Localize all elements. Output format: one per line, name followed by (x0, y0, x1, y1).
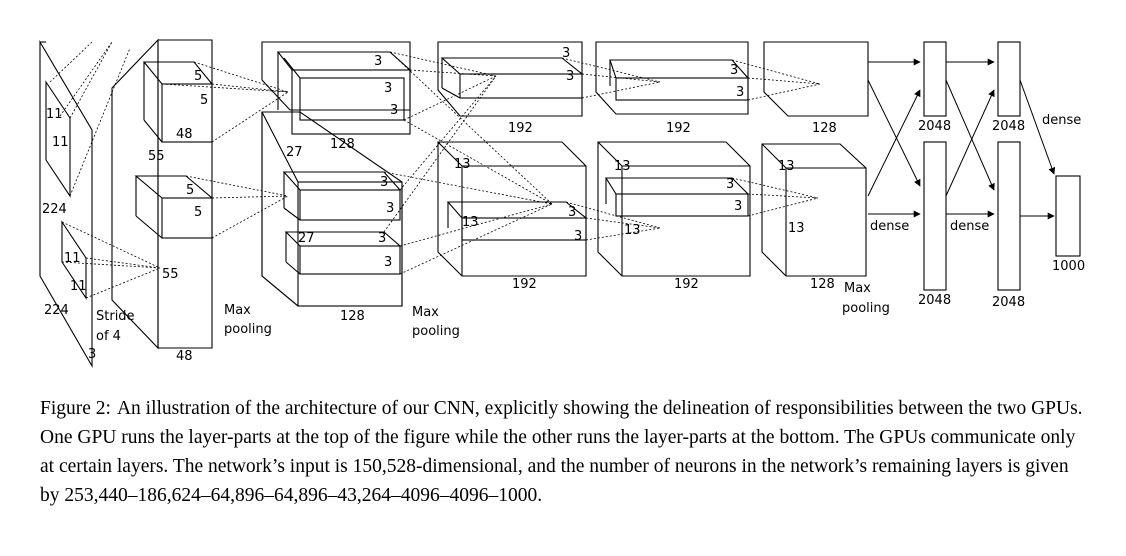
input-kernel-bot-a: 11 (64, 251, 81, 266)
conv3-bot-depth: 192 (512, 277, 537, 292)
conv2-top-kernel-a: 3 (374, 54, 382, 69)
conv3-bot-size-b: 13 (462, 215, 479, 230)
fc1-top-size: 2048 (918, 119, 951, 134)
conv2-bot-depth: 128 (340, 309, 365, 324)
conv4-top-kernel-a: 3 (730, 63, 738, 78)
conv5-bot-depth: 128 (810, 277, 835, 292)
input-size-a: 224 (42, 202, 67, 217)
conv4-bot-size-a: 13 (614, 159, 631, 174)
output-size: 1000 (1052, 259, 1085, 274)
conv5-bottom-block (761, 143, 867, 277)
conv5-top-block (763, 41, 869, 117)
conv1-top-size: 55 (148, 149, 165, 164)
conv2-top-block (261, 41, 412, 135)
conv2-top-size: 27 (286, 145, 303, 160)
stride-label-a: Stride (96, 309, 135, 324)
conv2-top-kernel-c: 3 (390, 103, 398, 118)
pool2-label-b: pooling (412, 324, 460, 339)
conv2-bot-size: 27 (298, 231, 315, 246)
conv3-bot-kernel-b: 3 (574, 229, 582, 244)
conv5-bot-size-a: 13 (778, 159, 795, 174)
conv3-top-kernel-b: 3 (566, 69, 574, 84)
caption-label: Figure 2: (40, 398, 111, 419)
conv5-bot-size-b: 13 (788, 221, 805, 236)
fc2-top-size: 2048 (992, 119, 1025, 134)
dense-label-a: dense (870, 219, 909, 234)
stride-label-b: of 4 (96, 329, 121, 344)
conv1-top-kernel-a: 5 (194, 69, 202, 84)
conv2-bot-kernel-a: 3 (380, 175, 388, 190)
conv1-bot-depth: 48 (176, 349, 193, 364)
conv3-top-block (437, 41, 584, 117)
dense-label-top: dense (1042, 113, 1081, 128)
conv4-bot-size-b: 13 (624, 223, 641, 238)
fc1-bot-size: 2048 (918, 293, 951, 308)
input-kernel-top-b: 11 (52, 135, 69, 150)
input-kernel-bot-b: 11 (70, 279, 87, 294)
figure-caption: Figure 2: An illustration of the architec… (40, 394, 1090, 510)
pool1-label-a: Max (224, 303, 251, 318)
conv2-bot-kernel-d: 3 (384, 255, 392, 270)
input-depth: 3 (88, 347, 96, 362)
pool1-label-b: pooling (224, 322, 272, 337)
conv3-top-depth: 192 (508, 121, 533, 136)
cnn-architecture-figure: 11 11 224 11 11 224 Stride of 4 3 5 5 48… (39, 38, 1085, 369)
conv1-bot-kernel-b: 5 (194, 205, 202, 220)
conv1-block (111, 38, 214, 350)
conv4-top-depth: 192 (666, 121, 691, 136)
conv3-bot-kernel-a: 3 (568, 205, 576, 220)
conv3-bot-size-a: 13 (454, 157, 471, 172)
conv2-top-depth: 128 (330, 137, 355, 152)
conv2-top-kernel-b: 3 (384, 81, 392, 96)
fc2-bot-size: 2048 (992, 295, 1025, 310)
pool3-label-a: Max (844, 281, 871, 296)
conv1-bot-size: 55 (162, 267, 179, 282)
conv2-bot-kernel-c: 3 (378, 231, 386, 246)
input-size-b: 224 (44, 303, 69, 318)
dense-label-b: dense (950, 219, 989, 234)
conv5-top-depth: 128 (812, 121, 837, 136)
pool2-label-a: Max (412, 305, 439, 320)
conv1-top-depth: 48 (176, 127, 193, 142)
conv4-bottom-block (597, 141, 751, 277)
input-kernel-top-a: 11 (46, 107, 63, 122)
conv3-top-kernel-a: 3 (562, 46, 570, 61)
conv4-bot-kernel-b: 3 (734, 199, 742, 214)
conv4-bot-depth: 192 (674, 277, 699, 292)
caption-text: An illustration of the architecture of o… (40, 398, 1083, 506)
dense-connections (867, 58, 1056, 220)
conv4-top-kernel-b: 3 (736, 85, 744, 100)
dense-layers (923, 41, 1081, 291)
conv1-top-kernel-b: 5 (200, 93, 208, 108)
conv2-bot-kernel-b: 3 (386, 201, 394, 216)
conv4-bot-kernel-a: 3 (726, 177, 734, 192)
conv1-bot-kernel-a: 5 (186, 183, 194, 198)
receptive-field-lines (49, 41, 821, 299)
pool3-label-b: pooling (842, 301, 890, 316)
